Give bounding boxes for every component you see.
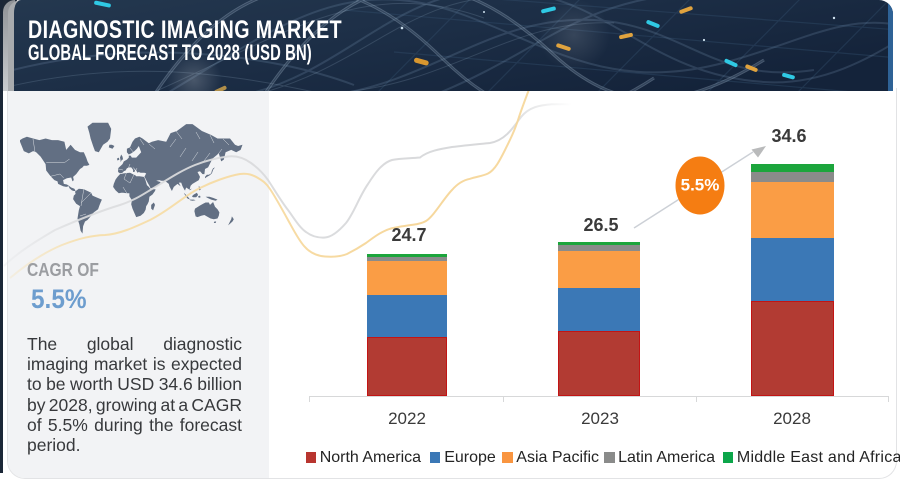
svg-text:5.5%: 5.5% [681, 176, 720, 195]
